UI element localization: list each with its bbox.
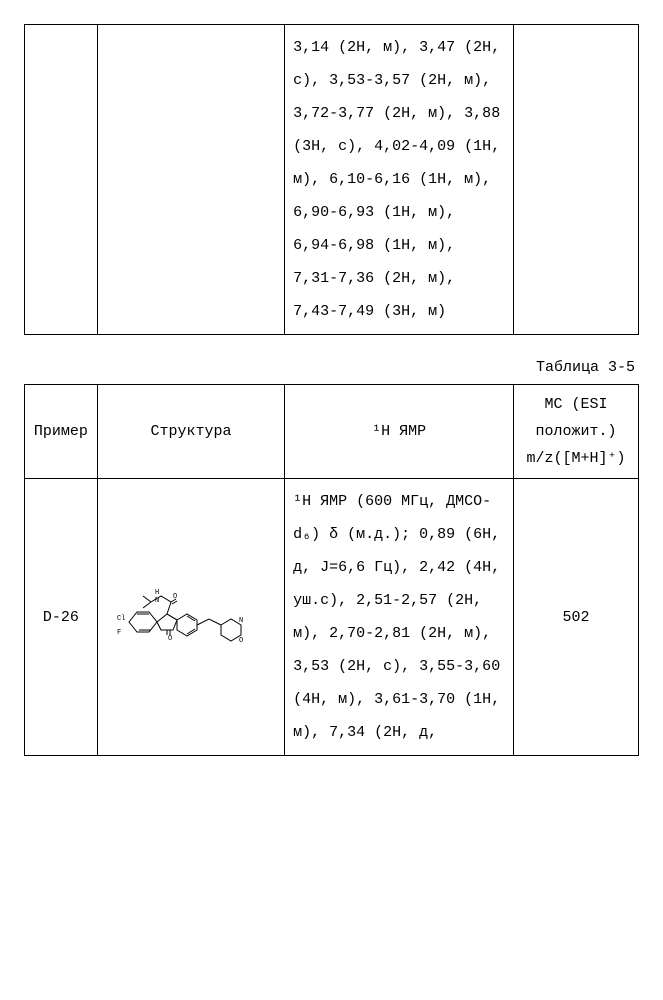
nmr-text: ¹H ЯМР (600 МГц, ДМСО-d₆) δ (м.д.); 0,89… [293, 485, 505, 749]
header-structure: Структура [97, 385, 284, 479]
cell-nmr-continuation: 3,14 (2H, м), 3,47 (2H, с), 3,53-3,57 (2… [285, 25, 514, 335]
table-continuation: 3,14 (2H, м), 3,47 (2H, с), 3,53-3,57 (2… [24, 24, 639, 335]
table-3-5: Пример Структура ¹H ЯМР МС (ESI положит.… [24, 384, 639, 756]
svg-text:O: O [239, 637, 243, 645]
cell-example: D-26 [25, 479, 98, 756]
table-row: 3,14 (2H, м), 3,47 (2H, с), 3,53-3,57 (2… [25, 25, 639, 335]
cell-structure-empty [97, 25, 284, 335]
table-row: D-26 Cl F O O [25, 479, 639, 756]
header-ms: МС (ESI положит.) m/z([M+H]⁺) [514, 385, 639, 479]
header-nmr: ¹H ЯМР [285, 385, 514, 479]
svg-text:N: N [239, 617, 243, 625]
table-caption: Таблица 3-5 [24, 359, 635, 376]
cell-nmr: ¹H ЯМР (600 МГц, ДМСО-d₆) δ (м.д.); 0,89… [285, 479, 514, 756]
cell-example-empty [25, 25, 98, 335]
svg-text:O: O [168, 635, 172, 643]
cell-ms-empty [514, 25, 639, 335]
svg-text:F: F [117, 629, 121, 637]
nmr-text: 3,14 (2H, м), 3,47 (2H, с), 3,53-3,57 (2… [293, 31, 505, 328]
cell-ms: 502 [514, 479, 639, 756]
svg-text:N: N [155, 597, 159, 605]
chemical-structure-icon: Cl F O O H N [111, 572, 271, 662]
table-header-row: Пример Структура ¹H ЯМР МС (ESI положит.… [25, 385, 639, 479]
svg-text:H: H [155, 589, 159, 597]
svg-text:Cl: Cl [117, 615, 125, 623]
cell-structure: Cl F O O H N [97, 479, 284, 756]
header-example: Пример [25, 385, 98, 479]
